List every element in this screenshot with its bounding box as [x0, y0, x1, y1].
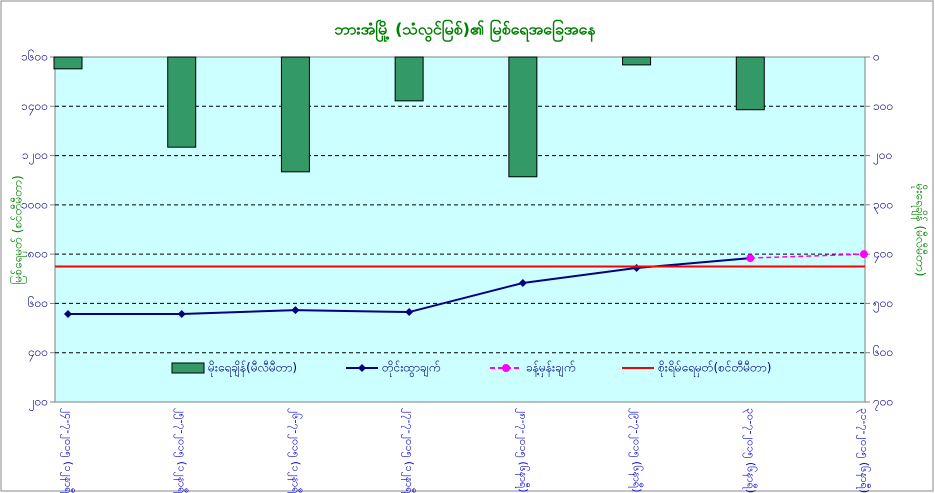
y-tick-label: ၄၀၀ [28, 345, 48, 362]
y2-tick-label: ၂၀၀ [873, 148, 892, 165]
series-line [750, 253, 865, 259]
y2-tick-label: ၆၀၀ [873, 344, 893, 359]
point [518, 278, 527, 287]
legend-label: မိုးရေချိန်(မီလီမီတာ) [208, 360, 297, 378]
point [64, 310, 72, 319]
bar [735, 56, 765, 111]
legend-label: တိုင်းထွာချက် [382, 360, 440, 378]
point [860, 250, 868, 259]
legend-marker [358, 364, 366, 372]
x-tick-label: ၂၈-၇-၂၀၁၅ (၆နာရီ) [515, 408, 530, 493]
y2-tick-label: ၃၀၀ [873, 197, 893, 214]
y-tick-label: ၂၀၀ [29, 395, 48, 412]
legend-label: စိုးရိမ်ရေမှတ်(စင်တီမီတာ) [658, 360, 771, 378]
y2-tick-label: ၅၀၀ [873, 296, 893, 313]
x-tick-label: ၂၄-၇-၂၀၁၅ (၁၂နာရီ) [60, 408, 75, 493]
y2-axis-label: မိုးရေချိန် (မီလီမီတာ) [911, 184, 929, 277]
x-tick-label: ၂၉-၇-၂၀၁၅ (၆နာရီ) [629, 408, 644, 492]
y-tick-label: ၆၀၀ [28, 295, 48, 310]
legend-marker [502, 364, 510, 372]
y2-tick-label: ၄၀၀ [873, 247, 893, 264]
bar [394, 56, 424, 102]
y-tick-label: ၁၄၀၀ [21, 99, 48, 116]
x-tick-label: ၂၆-၇-၂၀၁၅ (၁၂နာရီ) [287, 408, 302, 493]
point [177, 310, 186, 319]
y-tick-label: ၁၆၀၀ [21, 49, 48, 64]
y-tick-label: ၈၀၀ [28, 247, 48, 261]
x-tick-label: ၃၀-၇-၂၀၁၅ (၆နာရီ) [742, 408, 757, 493]
bar [53, 56, 83, 70]
x-tick-label: ၃၁-၇-၂၀၁၅ (၆နာရီ) [856, 408, 871, 493]
y2-tick-label: ၇၀၀ [873, 395, 893, 412]
bar [167, 56, 197, 148]
y-axis-label: မြစ်ရေမှတ် (စင်တီမီတာ) [9, 175, 28, 284]
point [405, 308, 414, 317]
x-tick-label: ၂၇-၇-၂၀၁၅ (၁၂နာရီ) [401, 408, 416, 493]
point [291, 306, 300, 315]
point [746, 254, 755, 263]
y-tick-label: ၁၂၀၀ [22, 148, 48, 165]
y2-tick-label: ၁၀၀ [873, 99, 893, 113]
y-tick-label: ၁၀၀၀ [21, 197, 48, 211]
y2-tick-label: ၀ [873, 50, 880, 64]
legend-label: ခန့်မှန်းချက် [526, 360, 575, 378]
x-tick-label: ၂၅-၇-၂၀၁၅ (၁၂နာရီ) [174, 408, 189, 493]
bar [622, 56, 652, 66]
bar [508, 56, 538, 178]
legend-swatch [171, 362, 205, 374]
bar [280, 56, 310, 173]
